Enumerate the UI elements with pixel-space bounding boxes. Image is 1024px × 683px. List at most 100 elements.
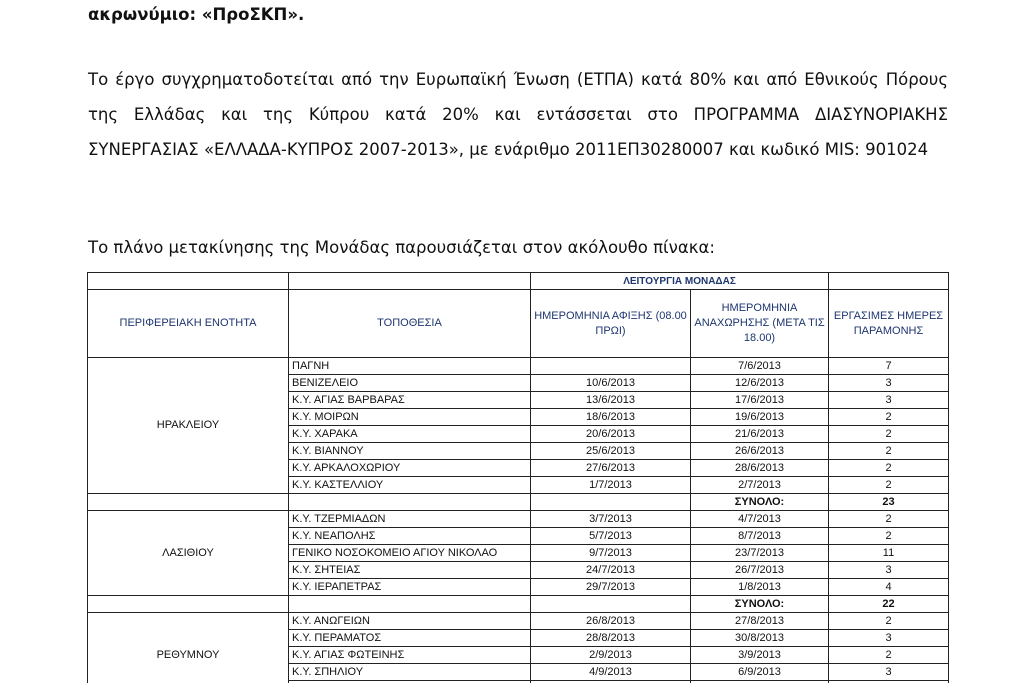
table-cell [530, 357, 691, 375]
table-cell: Κ.Υ. ΑΓΙΑΣ ΦΩΤΕΙΝΗΣ [288, 646, 531, 664]
table-cell [530, 595, 691, 613]
table-cell [288, 595, 531, 613]
table-cell: 8/7/2013 [689, 527, 830, 545]
table-cell: 7 [828, 357, 950, 375]
table-cell: 27/6/2013 [530, 459, 691, 477]
table-cell: 3 [828, 561, 950, 579]
table-cell: Κ.Υ. ΧΑΡΑΚΑ [288, 425, 531, 443]
table-cell: 28/6/2013 [689, 459, 830, 477]
table-cell: Κ.Υ. ΚΑΣΤΕΛΛΙΟΥ [288, 476, 531, 494]
table-cell: 3 [828, 374, 950, 392]
table-cell: 2 [828, 425, 950, 443]
table-row: Κ.Υ. ΠΕΡΑΜΑΤΟΣ 28/8/2013 30/8/2013 3 [88, 629, 950, 647]
schedule-table: ΛΕΙΤΟΥΡΓΙΑ ΜΟΝΑΔΑΣ ΠΕΡΙΦΕΡΕΙΑΚΗ ΕΝΟΤΗΤΑ ΤΟ… [87, 272, 950, 683]
table-cell: ΒΕΝΙΖΕΛΕΙΟ [288, 374, 531, 392]
table-cell: 6/9/2013 [689, 663, 830, 681]
table-cell: Κ.Υ. ΤΖΕΡΜΙΑΔΩΝ [288, 510, 531, 528]
table-cell: 13/6/2013 [530, 391, 691, 409]
table-cell: 3/7/2013 [530, 510, 691, 528]
table-cell: 4/9/2013 [530, 663, 691, 681]
table-cell: ΕΡΓΑΣΙΜΕΣ ΗΜΕΡΕΣ ΠΑΡΑΜΟΝΗΣ [828, 289, 950, 358]
table-cell: 7/6/2013 [689, 357, 830, 375]
table-cell: 29/7/2013 [530, 578, 691, 596]
intro-paragraph: Το πλάνο μετακίνησης της Μονάδας παρουσι… [88, 238, 715, 257]
table-cell: ΠΕΡΙΦΕΡΕΙΑΚΗ ΕΝΟΤΗΤΑ [87, 289, 289, 358]
table-cell: ΓΕΝΙΚΟ ΝΟΣΟΚΟΜΕΙΟ ΑΓΙΟΥ ΝΙΚΟΛΑΟ [288, 544, 531, 562]
table-row: ΛΑΣΙΘΙΟΥ Κ.Υ. ΤΖΕΡΜΙΑΔΩΝ 3/7/2013 4/7/2013 2 [87, 510, 950, 596]
funding-paragraph: Το έργο συγχρηματοδοτείται από την Ευρωπ… [88, 70, 948, 159]
table-cell: Κ.Υ. ΑΓΙΑΣ ΒΑΡΒΑΡΑΣ [288, 391, 531, 409]
table-cell: ΣΥΝΟΛΟ: [689, 595, 830, 613]
table-cell [288, 272, 531, 290]
table-cell: 23/7/2013 [689, 544, 830, 562]
table-cell: 2/9/2013 [530, 646, 691, 664]
table-cell: 4/7/2013 [689, 510, 830, 528]
table-cell: 11 [828, 544, 950, 562]
table-body: ΛΕΙΤΟΥΡΓΙΑ ΜΟΝΑΔΑΣ ΠΕΡΙΦΕΡΕΙΑΚΗ ΕΝΟΤΗΤΑ ΤΟ… [87, 272, 950, 683]
table-cell: 2 [828, 408, 950, 426]
table-row: ΣΥΝΟΛΟ: 22 [87, 595, 950, 613]
table-cell: Κ.Υ. ΒΙΑΝΝΟΥ [288, 442, 531, 460]
table-cell: Κ.Υ. ΑΝΩΓΕΙΩΝ [288, 612, 531, 630]
table-cell: 28/8/2013 [530, 629, 691, 647]
table-cell [689, 680, 830, 683]
table-cell: 2 [828, 442, 950, 460]
table-cell: 2 [828, 459, 950, 477]
table-row: ΣΥΝΟΛΟ: 23 [87, 493, 950, 511]
table-cell: ΣΥΝΟΛΟ: [689, 493, 830, 511]
table-cell: ΗΜΕΡΟΜΗΝΙΑ ΑΝΑΧΩΡΗΣΗΣ (ΜΕΤΑ ΤΙΣ 18.00) [689, 289, 830, 358]
table-cell: Κ.Υ. ΣΠΗΛΙΟΥ [288, 663, 531, 681]
table-cell: ΗΜΕΡΟΜΗΝΙΑ ΑΦΙΞΗΣ (08.00 ΠΡΩΙ) [530, 289, 691, 358]
table-cell: 24/7/2013 [530, 561, 691, 579]
table-cell: 18/6/2013 [530, 408, 691, 426]
table-cell: 3 [828, 663, 950, 681]
table-cell: 23 [828, 493, 950, 511]
table-cell: 2/7/2013 [689, 476, 830, 494]
table-cell [87, 272, 289, 290]
table-cell [530, 493, 691, 511]
table-row: ΠΕΡΙΦΕΡΕΙΑΚΗ ΕΝΟΤΗΤΑ ΤΟΠΟΘΕΣΙΑ ΗΜΕΡΟΜΗΝΙΑ … [87, 289, 950, 358]
table-cell: 19/6/2013 [689, 408, 830, 426]
table-row: ΛΕΙΤΟΥΡΓΙΑ ΜΟΝΑΔΑΣ [87, 272, 950, 290]
table-cell: 2 [828, 476, 950, 494]
table-cell: Κ.Υ. ΣΗΤΕΙΑΣ [288, 561, 531, 579]
table-cell: 17/6/2013 [689, 391, 830, 409]
table-cell: 26/7/2013 [689, 561, 830, 579]
table-cell: 2 [828, 612, 950, 630]
table-cell: 20/6/2013 [530, 425, 691, 443]
table-cell: ΛΑΣΙΘΙΟΥ [87, 510, 289, 596]
table-cell: 1/7/2013 [530, 476, 691, 494]
table-cell: ΡΕΘΥΜΝΟΥ [87, 612, 289, 683]
table-row: ΓΕΝΙΚΟ ΝΟΣΟΚΟΜΕΙΟ ΑΓΙΟΥ ΝΙΚΟΛΑΟ 9/7/2013 2… [88, 544, 950, 562]
table-cell: ΛΕΙΤΟΥΡΓΙΑ ΜΟΝΑΔΑΣ [529, 272, 830, 290]
table-cell: Κ.Υ. ΠΕΡΑΜΑΤΟΣ [288, 629, 531, 647]
table-cell [288, 493, 531, 511]
table-cell: 5/7/2013 [530, 527, 691, 545]
table-row: ΡΕΘΥΜΝΟΥ Κ.Υ. ΑΝΩΓΕΙΩΝ 26/8/2013 27/8/2013 2 [87, 612, 950, 683]
table-cell: 30/8/2013 [689, 629, 830, 647]
table-cell: 21/6/2013 [689, 425, 830, 443]
table-cell: ΠΑΓΝΗ [288, 357, 531, 375]
table-cell: 26/8/2013 [530, 612, 691, 630]
table-cell: Κ.Υ. ΑΡΚΑΛΟΧΩΡΙΟΥ [288, 459, 531, 477]
table-cell: 2 [828, 510, 950, 528]
table-cell [828, 272, 950, 290]
table-cell: Κ.Υ. ΜΟΙΡΩΝ [288, 408, 531, 426]
table-cell: 27/8/2013 [689, 612, 830, 630]
table-cell: 2 [828, 527, 950, 545]
table-cell [87, 595, 289, 613]
table-cell: 3 [828, 391, 950, 409]
table-cell: 9/7/2013 [530, 544, 691, 562]
table-cell: 3 [828, 629, 950, 647]
acronym: ακρωνύμιο: «ΠροΣΚΠ». [88, 5, 305, 24]
table-cell [87, 493, 289, 511]
table-cell: ΗΡΑΚΛΕΙΟΥ [87, 357, 289, 494]
table-cell: 1/8/2013 [689, 578, 830, 596]
table-row: ΗΡΑΚΛΕΙΟΥ ΠΑΓΝΗ 7/6/2013 7 [87, 357, 950, 494]
table-cell: 2 [828, 646, 950, 664]
table-cell: 26/6/2013 [689, 442, 830, 460]
table-cell: ΤΟΠΟΘΕΣΙΑ [288, 289, 531, 358]
table-row: Κ.Υ. ΧΑΡΑΚΑ 20/6/2013 21/6/2013 2 [88, 425, 950, 443]
table-cell: 4 [828, 578, 950, 596]
